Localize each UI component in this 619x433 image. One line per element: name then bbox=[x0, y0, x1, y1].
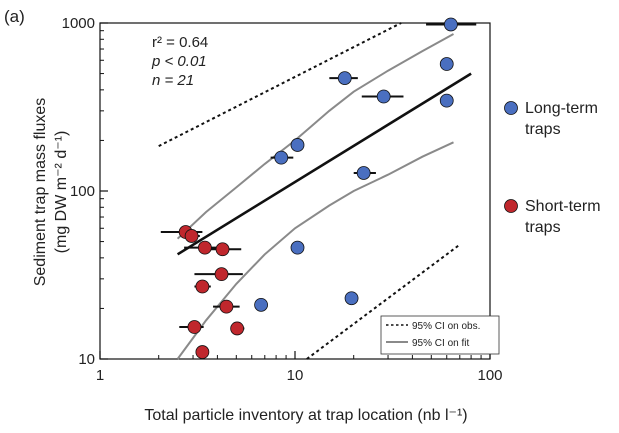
confidence-curves bbox=[158, 22, 472, 360]
y-axis-label-line2: (mg DW m⁻² d⁻¹) bbox=[53, 131, 70, 254]
ci-legend-box: 95% CI on obs. 95% CI on fit bbox=[380, 315, 500, 355]
short-term-point bbox=[214, 267, 229, 282]
long-term-legend-line2: traps bbox=[525, 121, 561, 138]
short-term-point bbox=[184, 229, 199, 243]
ci-legend-frame bbox=[380, 315, 500, 355]
short-term-point bbox=[219, 299, 234, 314]
p-value-text: p < 0.01 bbox=[151, 53, 207, 70]
fit-ci-legend-label: 95% CI on fit bbox=[412, 338, 469, 349]
data-points bbox=[178, 17, 458, 359]
short-term-point bbox=[195, 279, 210, 294]
regression-fit-line bbox=[176, 72, 472, 256]
long-term-legend-line1: Long-term bbox=[525, 100, 598, 117]
obs-ci-legend-label: 95% CI on obs. bbox=[412, 321, 480, 332]
r2-text: r² = 0.64 bbox=[152, 34, 208, 51]
short-term-legend-line1: Short-term bbox=[525, 198, 601, 215]
short-term-legend-line2: traps bbox=[525, 219, 561, 236]
stats-annotation: r² = 0.64 p < 0.01 n = 21 bbox=[151, 34, 208, 89]
long-term-point bbox=[344, 291, 359, 306]
long-term-point bbox=[254, 297, 268, 312]
short-term-point bbox=[195, 345, 210, 359]
y-tick-label: 100 bbox=[70, 183, 95, 200]
y-tick-label: 10 bbox=[78, 351, 95, 368]
fit-ci-upper-curve bbox=[176, 33, 454, 240]
long-term-point bbox=[290, 138, 305, 152]
short-term-legend-marker bbox=[504, 199, 518, 213]
long-term-point bbox=[443, 17, 458, 32]
long-term-point bbox=[274, 150, 289, 165]
short-term-point bbox=[230, 321, 245, 336]
long-term-point bbox=[337, 71, 352, 85]
series-legend: Long-term traps Short-term traps bbox=[504, 100, 601, 236]
short-term-point bbox=[215, 242, 230, 257]
long-term-point bbox=[376, 89, 391, 104]
x-axis-label: Total particle inventory at trap locatio… bbox=[144, 407, 467, 424]
y-axis-label-line1: Sediment trap mass fluxes bbox=[32, 98, 49, 287]
panel-label: (a) bbox=[4, 7, 25, 26]
obs-ci-lower-line bbox=[306, 243, 461, 360]
long-term-point bbox=[439, 57, 454, 71]
fit-ci-lower-curve bbox=[176, 141, 454, 360]
y-tick-label: 1000 bbox=[62, 15, 95, 32]
x-tick-label: 100 bbox=[477, 367, 502, 384]
short-term-point bbox=[187, 320, 202, 334]
long-term-point bbox=[439, 93, 454, 108]
short-term-point bbox=[197, 240, 212, 255]
x-tick-label: 10 bbox=[287, 367, 304, 384]
x-tick-label: 1 bbox=[96, 367, 104, 384]
n-text: n = 21 bbox=[152, 72, 194, 89]
long-term-legend-marker bbox=[504, 101, 518, 115]
long-term-point bbox=[290, 240, 305, 255]
long-term-point bbox=[356, 166, 371, 180]
